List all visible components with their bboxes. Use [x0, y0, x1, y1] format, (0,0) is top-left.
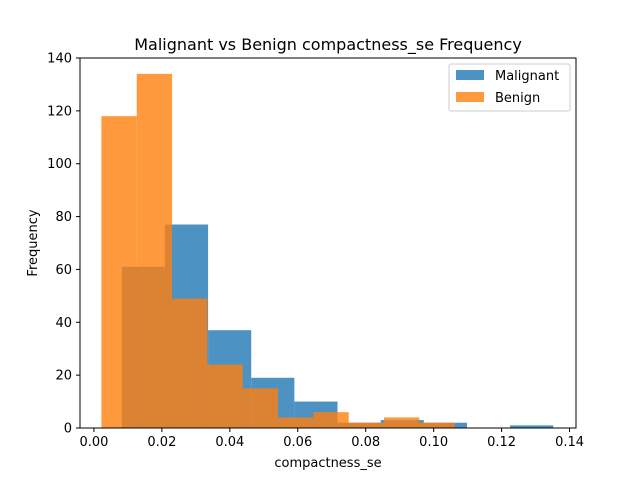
y-axis-label: Frequency: [26, 209, 41, 276]
y-tick-label: 100: [47, 157, 72, 172]
bar-benign-4: [242, 388, 279, 428]
bar-benign-3: [207, 364, 243, 428]
y-tick-label: 140: [47, 52, 72, 67]
bar-benign-0: [101, 116, 137, 429]
bar-benign-9: [419, 422, 455, 428]
y-tick-label: 60: [55, 263, 72, 278]
x-tick-label: 0.10: [419, 435, 448, 450]
chart-title: Malignant vs Benign compactness_se Frequ…: [134, 35, 522, 55]
bar-benign-6: [313, 412, 349, 428]
legend-label-malignant: Malignant: [495, 69, 559, 84]
bar-malignant-9: [510, 425, 554, 428]
x-tick-label: 0.00: [79, 435, 108, 450]
y-tick-label: 40: [55, 316, 72, 331]
bar-benign-8: [384, 417, 420, 428]
x-tick-label: 0.14: [555, 435, 584, 450]
bar-benign-7: [348, 422, 385, 428]
x-axis: 0.00 0.02 0.04 0.06 0.08 0.10 0.12 0.14: [79, 428, 584, 450]
legend-swatch-benign: [456, 92, 484, 102]
y-tick-label: 120: [47, 104, 72, 119]
y-tick-label: 0: [64, 422, 72, 437]
y-axis: 0 20 40 60 80 100 120 140: [47, 52, 80, 437]
bars-layer: [101, 73, 554, 429]
x-tick-label: 0.06: [283, 435, 312, 450]
plot-frame: [79, 57, 577, 429]
legend: Malignant Benign: [448, 63, 571, 112]
y-tick-label: 20: [55, 369, 72, 384]
bar-benign-1: [136, 73, 173, 428]
x-tick-label: 0.12: [487, 435, 516, 450]
y-tick-label: 80: [55, 210, 72, 225]
x-tick-label: 0.04: [215, 435, 244, 450]
x-tick-label: 0.08: [351, 435, 380, 450]
legend-label-benign: Benign: [495, 91, 540, 106]
x-axis-label: compactness_se: [274, 456, 381, 471]
bar-benign-2: [172, 298, 208, 428]
x-tick-label: 0.02: [147, 435, 176, 450]
legend-swatch-malignant: [456, 70, 484, 80]
bar-benign-5: [278, 417, 314, 428]
